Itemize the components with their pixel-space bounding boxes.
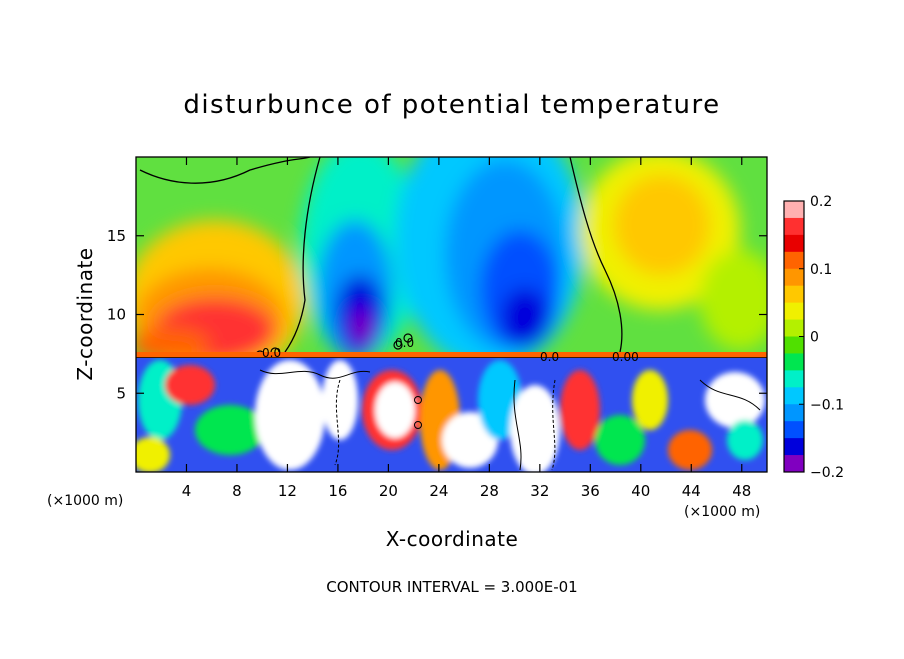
colorbar-segment: [784, 234, 804, 253]
colorbar-segment: [784, 455, 804, 473]
y-tick-label: 15: [107, 227, 126, 245]
x-tick-label: 20: [379, 482, 398, 500]
x-tick-label: 32: [530, 482, 549, 500]
colorbar-tick-label: −0.1: [810, 397, 844, 413]
x-tick-label: 8: [232, 482, 242, 500]
colorbar-segment: [784, 201, 804, 219]
x-axis-label: X-coordinate: [386, 527, 519, 551]
y-tick-label: 5: [116, 384, 126, 402]
x-tick-label: 12: [278, 482, 297, 500]
x-tick-label: 16: [328, 482, 347, 500]
x-unit-label-left: (×1000 m): [47, 493, 123, 509]
colorbar-segment: [784, 353, 804, 371]
x-unit-label-right: (×1000 m): [684, 504, 760, 520]
colorbar-segment: [784, 421, 804, 439]
contour-label: 0.0: [395, 336, 414, 350]
colorbar-segment: [784, 370, 804, 388]
y-tick-label: 10: [107, 306, 126, 324]
chart-title: disturbunce of potential temperature: [183, 90, 720, 120]
contour-labels: 0.0 0.0 0.0 0.00: [262, 336, 639, 364]
colorbar-tick-label: 0.1: [810, 262, 832, 278]
x-tick-label: 4: [182, 482, 192, 500]
y-axis-label: Z-coordinate: [73, 247, 97, 380]
colorbar-tick-label: −0.2: [810, 465, 844, 481]
colorbar-tick-label: 0: [810, 330, 819, 346]
colorbar: 0.2 0.1 0 −0.1 −0.2: [783, 194, 844, 481]
colorbar-segment: [784, 387, 804, 405]
x-tick-label: 40: [631, 482, 650, 500]
x-axis-ticks: 4 8 12 16 20 24 28 32 36 40 44 48: [182, 157, 751, 500]
contour-label: 0.00: [612, 350, 639, 364]
x-tick-label: 48: [732, 482, 751, 500]
colorbar-segment: [784, 336, 804, 354]
x-tick-label: 24: [429, 482, 448, 500]
x-tick-label: 36: [581, 482, 600, 500]
contour-label: 0.0: [540, 350, 559, 364]
colorbar-segment: [784, 268, 804, 287]
colorbar-segment: [784, 319, 804, 337]
contour-label: 0.0: [262, 346, 281, 360]
y-axis-ticks: 5 10 15: [107, 227, 767, 402]
colorbar-segment: [784, 285, 804, 304]
contour-interval-note: CONTOUR INTERVAL = 3.000E-01: [326, 578, 577, 596]
heatmap-field: [136, 157, 767, 472]
colorbar-segment: [784, 251, 804, 270]
x-tick-label: 44: [682, 482, 701, 500]
colorbar-segment: [784, 302, 804, 321]
colorbar-tick-label: 0.2: [810, 194, 832, 210]
x-tick-label: 28: [480, 482, 499, 500]
colorbar-segment: [784, 217, 804, 236]
colorbar-segment: [784, 438, 804, 456]
colorbar-segment: [784, 404, 804, 422]
